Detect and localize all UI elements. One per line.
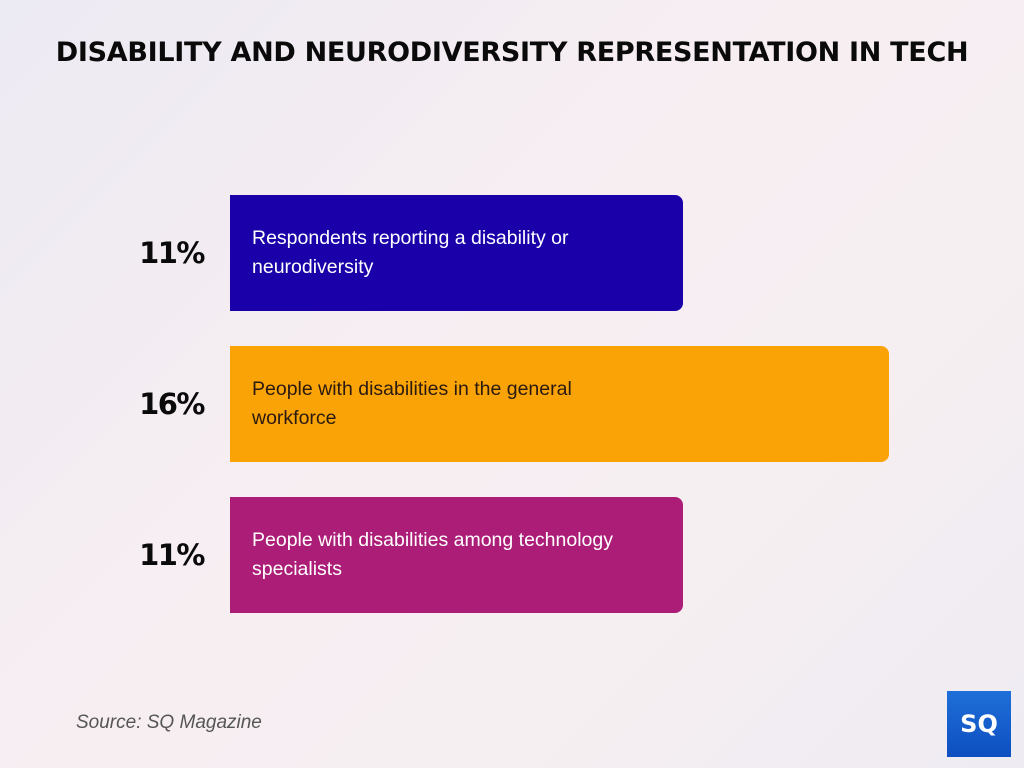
bar: Respondents reporting a disability or ne… xyxy=(230,195,683,311)
logo-text: SQ xyxy=(960,710,998,738)
bar: People with disabilities in the general … xyxy=(230,346,889,462)
source-caption: Source: SQ Magazine xyxy=(76,712,262,733)
bar-row: 16% People with disabilities in the gener… xyxy=(0,346,1024,462)
category-label: Respondents reporting a disability or ne… xyxy=(252,227,569,278)
category-label: People with disabilities among technolog… xyxy=(252,529,613,580)
sq-magazine-logo: SQ xyxy=(947,691,1011,757)
bar-row: 11% People with disabilities among techno… xyxy=(0,497,1024,613)
value-label: 16% xyxy=(139,387,205,421)
category-label: People with disabilities in the general … xyxy=(252,378,572,429)
value-label: 11% xyxy=(139,236,205,270)
bar-row: 11% Respondents reporting a disability or… xyxy=(0,195,1024,311)
bar: People with disabilities among technolog… xyxy=(230,497,683,613)
chart-title: DISABILITY AND NEURODIVERSITY REPRESENTA… xyxy=(55,37,969,68)
value-label: 11% xyxy=(139,538,205,572)
